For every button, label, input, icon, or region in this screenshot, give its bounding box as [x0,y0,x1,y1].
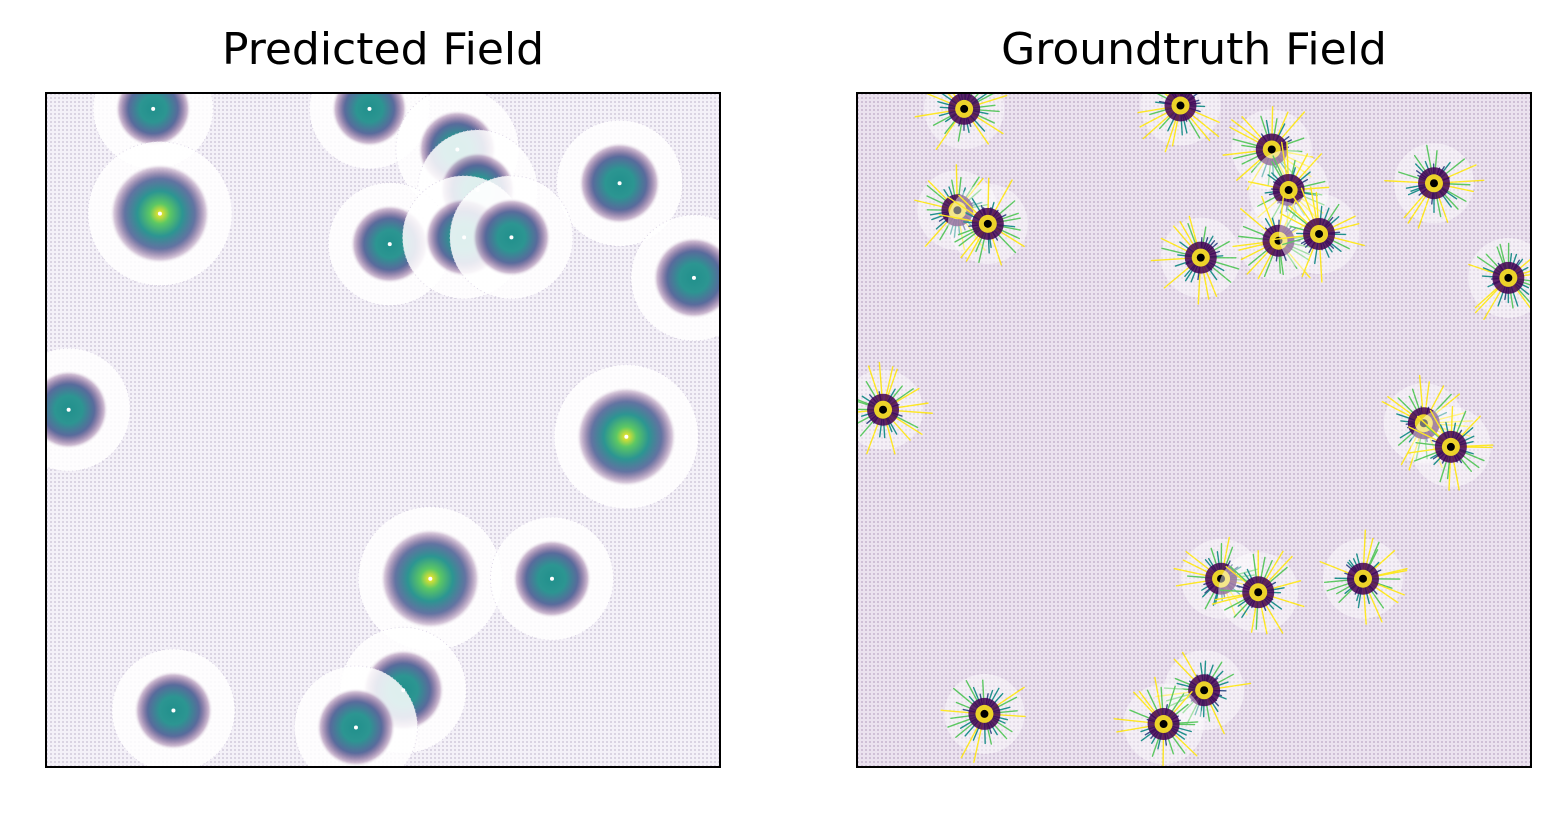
groundtruth-source-marker-11 [879,405,888,414]
predicted-source-10 [45,370,109,450]
predicted-source-center-13 [550,576,554,581]
groundtruth-source-marker-16 [1359,574,1367,583]
predicted-source-center-5 [157,211,162,216]
source-halo-ring-13 [490,516,614,641]
source-halo-ring-16 [293,665,418,768]
predicted-source-center-11 [624,434,629,439]
predicted-field-plot [45,92,721,768]
groundtruth-source-marker-15 [1254,588,1263,597]
groundtruth-field-plot [856,92,1532,768]
groundtruth-source-marker-5 [953,206,962,215]
groundtruth-source-14 [1173,536,1265,619]
groundtruth-source-0 [914,92,1008,150]
groundtruth-source-marker-7 [1196,253,1205,262]
groundtruth-source-marker-10 [1504,273,1513,282]
axes-frame [45,92,721,768]
groundtruth-source-9 [1271,186,1365,283]
predicted-source-center-4 [617,181,622,186]
groundtruth-source-marker-9 [1315,229,1324,238]
predicted-source-0 [115,92,192,147]
predicted-source-center-12 [428,576,433,581]
groundtruth-source-6 [938,177,1028,266]
groundtruth-source-marker-12 [1419,419,1428,428]
predicted-source-9 [652,236,721,319]
groundtruth-source-marker-0 [960,104,969,113]
groundtruth-source-19 [1113,676,1204,768]
groundtruth-source-marker-6 [983,219,992,228]
groundtruth-source-17 [1155,650,1252,735]
predicted-source-center-1 [367,106,372,111]
groundtruth-source-marker-17 [1200,686,1209,695]
groundtruth-source-marker-18 [980,709,989,718]
groundtruth-source-15 [1211,550,1305,635]
source-halo-ring-10 [45,347,131,472]
axes-frame [856,92,1532,768]
groundtruth-source-13 [1407,405,1494,491]
source-halo-ring-15 [111,648,236,768]
groundtruth-source-marker-3 [1284,186,1293,195]
groundtruth-source-marker-14 [1217,574,1226,583]
groundtruth-field-title: Groundtruth Field [1001,24,1387,75]
groundtruth-source-marker-4 [1429,179,1438,188]
source-halo-ring-0 [92,92,214,170]
groundtruth-source-4 [1384,143,1485,229]
source-halo-ring-8 [449,175,574,300]
source-halo-ring-5 [87,141,233,287]
source-halo-ring-4 [556,119,684,247]
predicted-source-center-6 [387,242,392,247]
predicted-source-center-0 [151,106,156,111]
groundtruth-source-marker-13 [1446,442,1455,451]
source-halo-ring-11 [553,364,699,510]
groundtruth-source-2 [1222,106,1314,192]
source-halo-ring-9 [630,214,721,342]
groundtruth-source-7 [1150,215,1241,305]
predicted-source-center-16 [353,725,358,730]
predicted-field-title: Predicted Field [221,24,545,75]
groundtruth-source-18 [940,673,1026,764]
groundtruth-source-11 [856,361,933,455]
groundtruth-source-marker-2 [1267,145,1276,154]
predicted-source-center-10 [66,407,71,412]
source-halo-ring-14 [339,626,467,754]
predicted-source-1 [331,92,408,147]
predicted-source-center-8 [509,235,514,240]
groundtruth-source-16 [1319,529,1408,625]
groundtruth-source-marker-1 [1176,101,1185,110]
groundtruth-source-10 [1468,237,1532,321]
predicted-source-center-15 [171,708,176,713]
groundtruth-source-marker-19 [1159,720,1168,729]
predicted-source-center-9 [691,275,696,280]
